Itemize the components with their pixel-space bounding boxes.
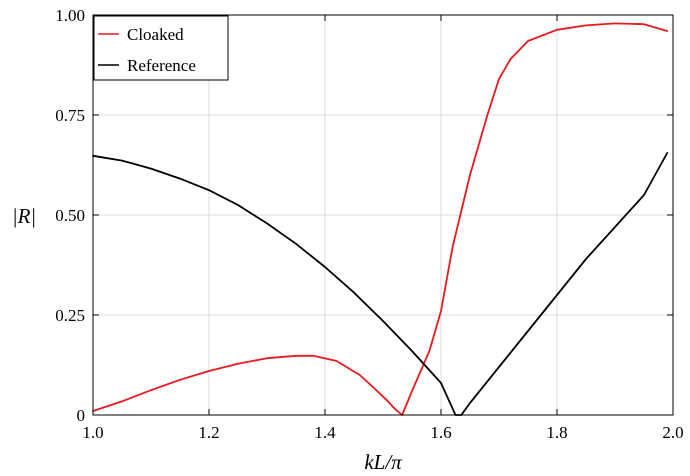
x-tick-label: 1.6	[430, 423, 451, 442]
legend-box	[93, 15, 229, 81]
gridlines	[93, 15, 673, 415]
y-tick-labels: 0 0.25 0.50 0.75 1.00	[55, 6, 85, 425]
legend-label-cloaked: Cloaked	[127, 25, 184, 44]
legend: Cloaked Reference	[93, 15, 229, 81]
legend-label-reference: Reference	[127, 56, 196, 75]
x-tick-label: 1.2	[198, 423, 219, 442]
y-tick-label: 0.25	[55, 306, 85, 325]
y-tick-label: 0.75	[55, 106, 85, 125]
x-tick-label: 2.0	[662, 423, 683, 442]
y-tick-label: 0	[77, 406, 86, 425]
x-tick-label: 1.0	[82, 423, 103, 442]
x-tick-label: 1.4	[314, 423, 336, 442]
x-tick-labels: 1.0 1.2 1.4 1.6 1.8 2.0	[82, 423, 683, 442]
y-axis-label: |R|	[12, 204, 36, 228]
series-line-reference	[92, 152, 669, 416]
x-tick-label: 1.8	[546, 423, 567, 442]
x-axis-label: kL/π	[364, 450, 402, 474]
y-tick-label: 1.00	[55, 6, 85, 25]
tick-marks	[92, 14, 674, 416]
y-tick-label: 0.50	[55, 206, 85, 225]
